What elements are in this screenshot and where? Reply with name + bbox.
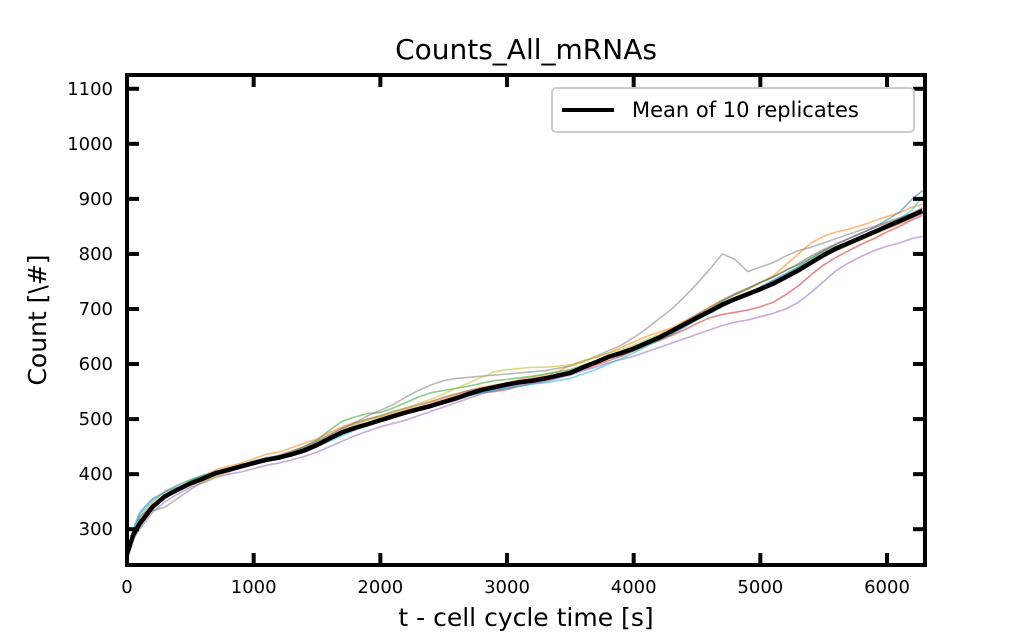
x-tick-label: 2000 [357,577,403,598]
y-tick-label: 800 [79,244,113,265]
chart-title: Counts_All_mRNAs [395,33,657,66]
x-tick-label: 1000 [231,577,277,598]
x-tick-label: 0 [121,577,132,598]
y-tick-label: 500 [79,409,113,430]
y-tick-label: 300 [79,519,113,540]
series-line-replicate [127,203,923,557]
tick-layer: 0 1000 2000 3000 4000 5000 6000 300 400 500 600 700… [67,75,925,598]
x-tick-label: 5000 [737,577,783,598]
y-tick-label: 900 [79,189,113,210]
y-tick-label: 600 [79,354,113,375]
x-tick-label: 6000 [864,577,910,598]
x-axis-label: t - cell cycle time [s] [398,603,653,632]
y-tick-label: 700 [79,299,113,320]
series-line-replicate [127,189,924,552]
legend-label-mean: Mean of 10 replicates [632,98,859,122]
y-tick-label: 1000 [67,134,113,155]
series-line-replicate [127,235,923,560]
y-tick-label: 1100 [67,79,113,100]
x-tick-label: 4000 [611,577,657,598]
legend-box [551,87,915,133]
series-line-mean [127,208,924,555]
series-layer [127,189,924,561]
plot-frame [125,73,927,567]
y-axis-label: Count [\#] [23,254,52,385]
y-tick-label: 400 [79,464,113,485]
legend: Mean of 10 replicates [551,87,915,133]
x-tick-label: 3000 [484,577,530,598]
